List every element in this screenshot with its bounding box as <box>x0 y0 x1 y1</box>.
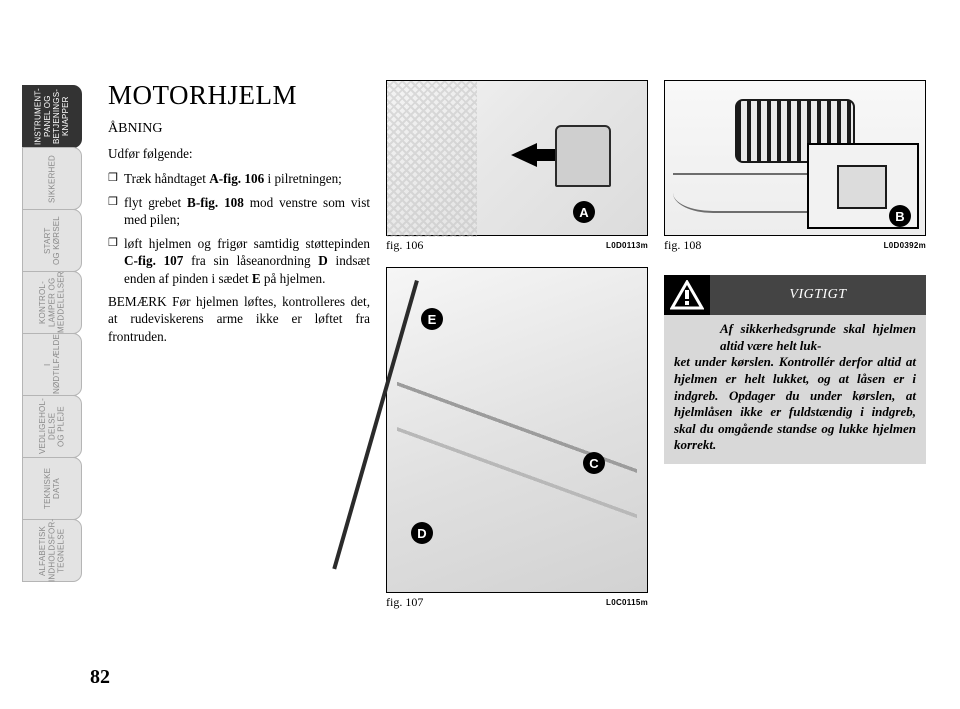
tab-alfabetisk[interactable]: ALFABETISK INDHOLDSFOR- TEGNELSE <box>22 519 82 582</box>
fig-caption-label: fig. 107 <box>386 595 423 610</box>
bullet-marker-icon: ❒ <box>108 194 124 229</box>
figure-column-right: B fig. 108 L0D0392m VIGTIGT <box>664 80 926 464</box>
bullet-item: ❒ løft hjelmen og frigør samtidig støtte… <box>108 235 370 287</box>
text-column: MOTORHJELM ÅBNING Udfør følgende: ❒ Træk… <box>108 80 370 353</box>
tab-tekniske-data[interactable]: TEKNISKE DATA <box>22 457 82 520</box>
bullet-marker-icon: ❒ <box>108 235 124 287</box>
warning-header: VIGTIGT <box>664 275 926 315</box>
callout-e: E <box>421 308 443 330</box>
bullet-text: flyt grebet B-fig. 108 mod venstre som v… <box>124 194 370 229</box>
section-tabs: INSTRUMENT- PANEL OG BETJENINGS- KNAPPER… <box>22 86 82 582</box>
warning-box: VIGTIGT Af sikkerhedsgrunde skal hjelmen… <box>664 275 926 464</box>
fig-code: L0C0115m <box>606 595 648 610</box>
fig108-latch-decor <box>837 165 887 209</box>
bullet-item: ❒ Træk håndtaget A-fig. 106 i pil­retnin… <box>108 170 370 187</box>
tab-nodtilfaelde[interactable]: I NØDTILFÆLDE <box>22 333 82 396</box>
fig106-mesh-decor <box>387 81 477 237</box>
bullet-text: løft hjelmen og frigør samtidig støttepi… <box>124 235 370 287</box>
page-title: MOTORHJELM <box>108 80 370 111</box>
note-text: BEMÆRK Før hjelmen løftes, kon­trolleres… <box>108 293 370 345</box>
tab-vedligeholdelse[interactable]: VEDLIGEHOL- DELSE OG PLEJE <box>22 395 82 458</box>
figure-107-caption: fig. 107 L0C0115m <box>386 595 648 610</box>
warning-triangle-icon <box>664 275 710 315</box>
page-number: 82 <box>90 666 110 689</box>
fig106-arrow-icon <box>511 143 537 167</box>
tab-start-korsel[interactable]: START OG KØRSEL <box>22 209 82 272</box>
manual-page: INSTRUMENT- PANEL OG BETJENINGS- KNAPPER… <box>0 0 960 709</box>
figure-106-caption: fig. 106 L0D0113m <box>386 238 648 253</box>
subheading: ÅBNING <box>108 121 370 137</box>
bullet-marker-icon: ❒ <box>108 170 124 187</box>
figure-108-caption: fig. 108 L0D0392m <box>664 238 926 253</box>
figure-107: E C D <box>386 267 648 593</box>
bullet-item: ❒ flyt grebet B-fig. 108 mod venstre som… <box>108 194 370 229</box>
callout-b: B <box>889 205 911 227</box>
figure-column-middle: A fig. 106 L0D0113m E C D fig. 107 L0C01… <box>386 80 648 610</box>
tab-kontrollamper[interactable]: KONTROL- LAMPER OG MEDDELELSER <box>22 271 82 334</box>
content-area: MOTORHJELM ÅBNING Udfør følgende: ❒ Træk… <box>108 80 936 640</box>
bullet-text: Træk håndtaget A-fig. 106 i pil­retninge… <box>124 170 370 187</box>
tab-instrumentpanel[interactable]: INSTRUMENT- PANEL OG BETJENINGS- KNAPPER <box>22 85 82 148</box>
callout-d: D <box>411 522 433 544</box>
figure-106: A <box>386 80 648 236</box>
warning-text: Af sikkerhedsgrunde skal hjelmen altid v… <box>664 315 926 454</box>
fig-caption-label: fig. 108 <box>664 238 701 253</box>
fig-caption-label: fig. 106 <box>386 238 423 253</box>
fig-code: L0D0392m <box>884 238 926 253</box>
intro-text: Udfør følgende: <box>108 145 370 162</box>
fig-code: L0D0113m <box>606 238 648 253</box>
figure-108: B <box>664 80 926 236</box>
fig106-lever-decor <box>555 125 611 187</box>
warning-title: VIGTIGT <box>710 275 926 315</box>
fig107-decor <box>397 288 637 578</box>
callout-c: C <box>583 452 605 474</box>
spacer <box>386 253 648 267</box>
tab-sikkerhed[interactable]: SIKKERHED <box>22 147 82 210</box>
callout-a: A <box>573 201 595 223</box>
